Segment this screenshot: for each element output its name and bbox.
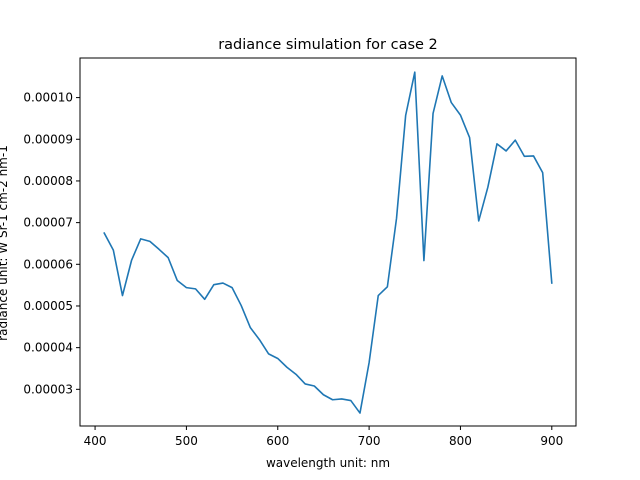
y-tick-label: 0.00007 [23,216,73,230]
plot-frame [79,57,577,427]
x-tick-label: 800 [449,434,472,448]
x-tick-label: 900 [540,434,563,448]
y-tick-label: 0.00006 [23,257,73,271]
series-line [103,71,553,414]
y-axis: 0.00003 0.00004 0.00005 0.00006 0.00007 0.000… [23,91,80,396]
x-tick-label: 700 [358,434,381,448]
x-tick-label: 400 [84,434,107,448]
y-tick-label: 0.00005 [23,299,73,313]
y-tick-label: 0.00004 [23,341,73,355]
y-tick-label: 0.00008 [23,174,73,188]
plot-content [103,71,553,414]
y-tick-label: 0.00010 [23,91,73,105]
x-tick-label: 500 [175,434,198,448]
y-axis-label: radiance unit: W Sr-1 cm-2 nm-1 [0,145,10,341]
y-tick-label: 0.00003 [23,382,73,396]
chart-title: radiance simulation for case 2 [218,37,438,53]
x-axis: 400 500 600 700 800 900 [84,426,563,448]
y-tick-label: 0.00009 [23,132,73,146]
x-tick-label: 600 [266,434,289,448]
x-axis-label: wavelength unit: nm [266,456,390,470]
